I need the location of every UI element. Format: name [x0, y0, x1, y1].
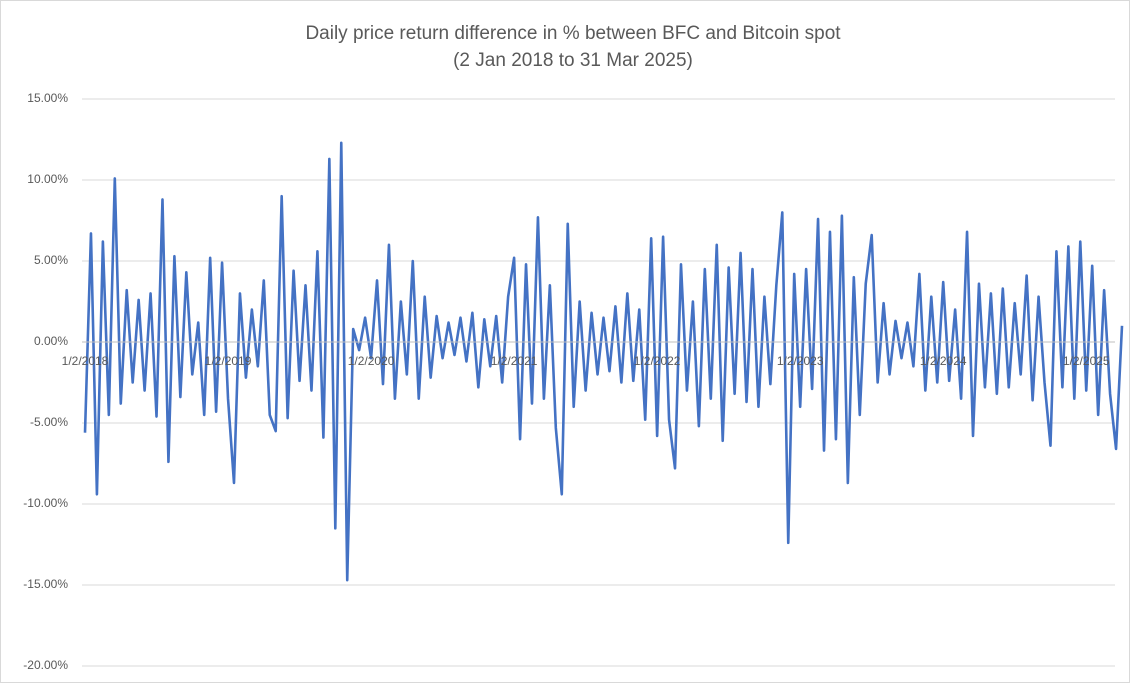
y-tick-label: -5.00%	[30, 415, 68, 429]
x-tick-label: 1/2/2022	[634, 354, 681, 368]
x-tick-label: 1/2/2021	[491, 354, 538, 368]
x-tick-label: 1/2/2020	[348, 354, 395, 368]
y-tick-label: 15.00%	[27, 91, 68, 105]
x-tick-label: 1/2/2023	[777, 354, 824, 368]
chart-subtitle: (2 Jan 2018 to 31 Mar 2025)	[453, 50, 693, 71]
x-tick-label: 1/2/2018	[62, 354, 109, 368]
y-tick-label: 0.00%	[34, 334, 68, 348]
y-tick-label: -15.00%	[23, 577, 68, 591]
y-tick-label: 10.00%	[27, 172, 68, 186]
y-tick-label: -10.00%	[23, 496, 68, 510]
chart-title: Daily price return difference in % betwe…	[305, 23, 841, 44]
x-tick-label: 1/2/2025	[1063, 354, 1110, 368]
data-line	[83, 141, 1124, 582]
x-tick-label: 1/2/2019	[205, 354, 252, 368]
y-tick-label: -20.00%	[23, 658, 68, 672]
y-tick-label: 5.00%	[34, 253, 68, 267]
x-tick-label: 1/2/2024	[920, 354, 967, 368]
